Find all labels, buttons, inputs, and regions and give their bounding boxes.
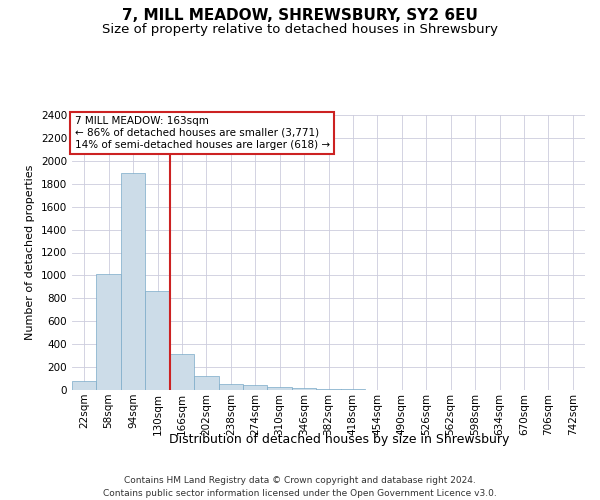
Bar (72, 381, 97, 390)
Bar (194, 376, 218, 390)
Bar (268, 386, 292, 390)
Text: Size of property relative to detached houses in Shrewsbury: Size of property relative to detached ho… (102, 22, 498, 36)
Bar (218, 384, 243, 390)
Bar (341, 389, 365, 390)
Bar (97, 274, 121, 390)
Bar (243, 386, 268, 390)
Bar (121, 174, 145, 390)
Y-axis label: Number of detached properties: Number of detached properties (25, 165, 35, 340)
Bar (170, 354, 194, 390)
Text: Distribution of detached houses by size in Shrewsbury: Distribution of detached houses by size … (169, 432, 509, 446)
Bar (316, 389, 341, 390)
Bar (292, 388, 316, 390)
Text: Contains HM Land Registry data © Crown copyright and database right 2024.
Contai: Contains HM Land Registry data © Crown c… (103, 476, 497, 498)
Text: 7 MILL MEADOW: 163sqm
← 86% of detached houses are smaller (3,771)
14% of semi-d: 7 MILL MEADOW: 163sqm ← 86% of detached … (74, 116, 329, 150)
Bar (145, 292, 170, 390)
Text: 7, MILL MEADOW, SHREWSBURY, SY2 6EU: 7, MILL MEADOW, SHREWSBURY, SY2 6EU (122, 8, 478, 22)
